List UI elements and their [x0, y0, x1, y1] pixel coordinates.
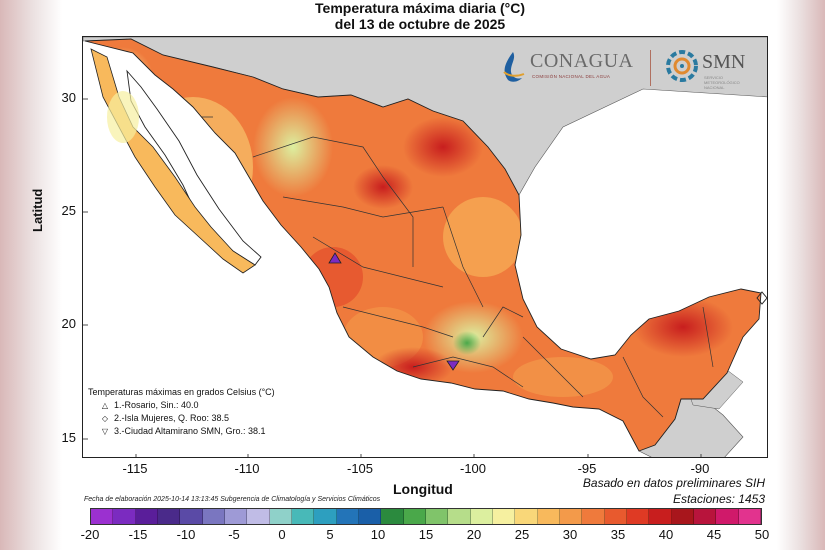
colorbar-tick-label: 40	[658, 527, 674, 542]
colorbar-swatch	[91, 509, 114, 524]
colorbar-swatch	[738, 509, 761, 524]
baja-cool-area	[107, 91, 139, 143]
colorbar-swatch	[671, 509, 694, 524]
colorbar-swatch	[202, 509, 225, 524]
colorbar-swatch	[314, 509, 337, 524]
colorbar-tick-label: 15	[418, 527, 434, 542]
colorbar-tick-label: 20	[466, 527, 482, 542]
legend-item-label: 3.-Ciudad Altamirano SMN, Gro.: 38.1	[114, 426, 266, 436]
colorbar-swatch	[224, 509, 248, 524]
colorbar-tick-label: 35	[610, 527, 626, 542]
colorbar-tick-label: 50	[754, 527, 770, 542]
colorbar-swatch	[358, 509, 382, 524]
mexico-coastline	[84, 38, 762, 452]
colorbar-swatch	[582, 509, 605, 524]
smn-logo-subtitle: SERVICIO METEOROLÓGICO NACIONAL	[704, 75, 740, 90]
smn-logo-text: SMN	[702, 51, 746, 73]
colorbar-tick-label: 30	[562, 527, 578, 542]
x-tick-label: -115	[122, 461, 148, 476]
preliminary-note: Basado en datos preliminares SIH	[582, 476, 765, 490]
diamond-icon: ◇	[101, 414, 109, 423]
colorbar-tick-label: 0	[278, 527, 286, 542]
legend-item-label: 1.-Rosario, Sin.: 40.0	[114, 400, 199, 410]
x-tick-label: -105	[346, 461, 374, 476]
temperature-map	[83, 37, 767, 457]
logo-separator	[650, 50, 651, 86]
x-axis-label: Longitud	[393, 481, 453, 497]
x-tick-label: -95	[577, 461, 597, 476]
colorbar-swatch	[336, 509, 359, 524]
map-subtitle: del 13 de octubre de 2025	[334, 16, 506, 32]
colorbar-tick-label: 45	[706, 527, 722, 542]
colorbar-swatch	[381, 509, 404, 524]
colorbar-tick-label: -15	[128, 527, 148, 542]
colorbar-tick-label: -5	[228, 527, 240, 542]
extremes-legend: Temperaturas máximas en grados Celsius (…	[88, 386, 275, 438]
colorbar-swatch	[448, 509, 471, 524]
y-tick-label: 30	[61, 90, 76, 105]
colorbar-swatch	[470, 509, 493, 524]
y-tick-label: 20	[61, 316, 76, 331]
marker-rosario	[328, 252, 342, 264]
colorbar-swatch	[716, 509, 739, 524]
legend-item-label: 2.-Isla Mujeres, Q. Roo: 38.5	[114, 413, 230, 423]
axis-ticks	[83, 98, 702, 457]
colorbar-swatch	[425, 509, 449, 524]
x-tick-label: -100	[459, 461, 487, 476]
colorbar-swatch	[135, 509, 158, 524]
triangle-up-icon: △	[101, 401, 109, 410]
legend-title: Temperaturas máximas en grados Celsius (…	[88, 387, 275, 397]
stations-count: Estaciones: 1453	[672, 492, 765, 506]
legend-item: △ 1.-Rosario, Sin.: 40.0	[88, 399, 275, 412]
colorbar	[90, 508, 762, 525]
colorbar-swatch	[649, 509, 672, 524]
map-title: Temperatura máxima diaria (°C)	[315, 0, 525, 16]
triangle-down-icon: ▽	[101, 427, 109, 436]
background-blur-left	[0, 0, 62, 550]
colorbar-swatch	[247, 509, 270, 524]
y-axis-label: Latitud	[30, 188, 45, 232]
colorbar-swatch	[515, 509, 538, 524]
map-plot-area	[82, 36, 768, 458]
colorbar-swatch	[269, 509, 292, 524]
legend-item: ◇ 2.-Isla Mujeres, Q. Roo: 38.5	[88, 412, 275, 425]
logo-block: CONAGUA COMISIÓN NACIONAL DEL AGUA SMN S…	[496, 44, 760, 100]
marker-isla-mujeres	[756, 291, 767, 305]
x-tick-label: -90	[690, 461, 710, 476]
colorbar-swatch	[537, 509, 560, 524]
y-tick-label: 15	[61, 430, 76, 445]
y-tick-label: 25	[61, 203, 76, 218]
marker-ciudad-altamirano	[446, 360, 460, 371]
smn-logo-icon	[666, 50, 698, 82]
colorbar-tick-label: -10	[176, 527, 196, 542]
colorbar-swatch	[113, 509, 136, 524]
background-blur-right	[777, 0, 825, 550]
colorbar-swatch	[180, 509, 203, 524]
colorbar-swatch	[559, 509, 583, 524]
conagua-logo-text: CONAGUA	[530, 50, 634, 72]
x-tick-label: -110	[234, 461, 260, 476]
colorbar-tick-label: 10	[370, 527, 386, 542]
colorbar-swatch	[403, 509, 426, 524]
credit-note: Fecha de elaboración 2025-10-14 13:13:45…	[84, 496, 381, 503]
conagua-logo-subtitle: COMISIÓN NACIONAL DEL AGUA	[532, 74, 611, 79]
colorbar-tick-label: -20	[80, 527, 100, 542]
colorbar-swatch	[693, 509, 717, 524]
colorbar-swatch	[157, 509, 181, 524]
colorbar-swatch	[626, 509, 650, 524]
colorbar-swatch	[291, 509, 315, 524]
colorbar-swatch	[492, 509, 516, 524]
colorbar-tick-label: 5	[326, 527, 334, 542]
colorbar-tick-label: 25	[514, 527, 530, 542]
conagua-logo-icon	[503, 52, 525, 82]
legend-item: ▽ 3.-Ciudad Altamirano SMN, Gro.: 38.1	[88, 425, 275, 438]
colorbar-swatch	[604, 509, 627, 524]
